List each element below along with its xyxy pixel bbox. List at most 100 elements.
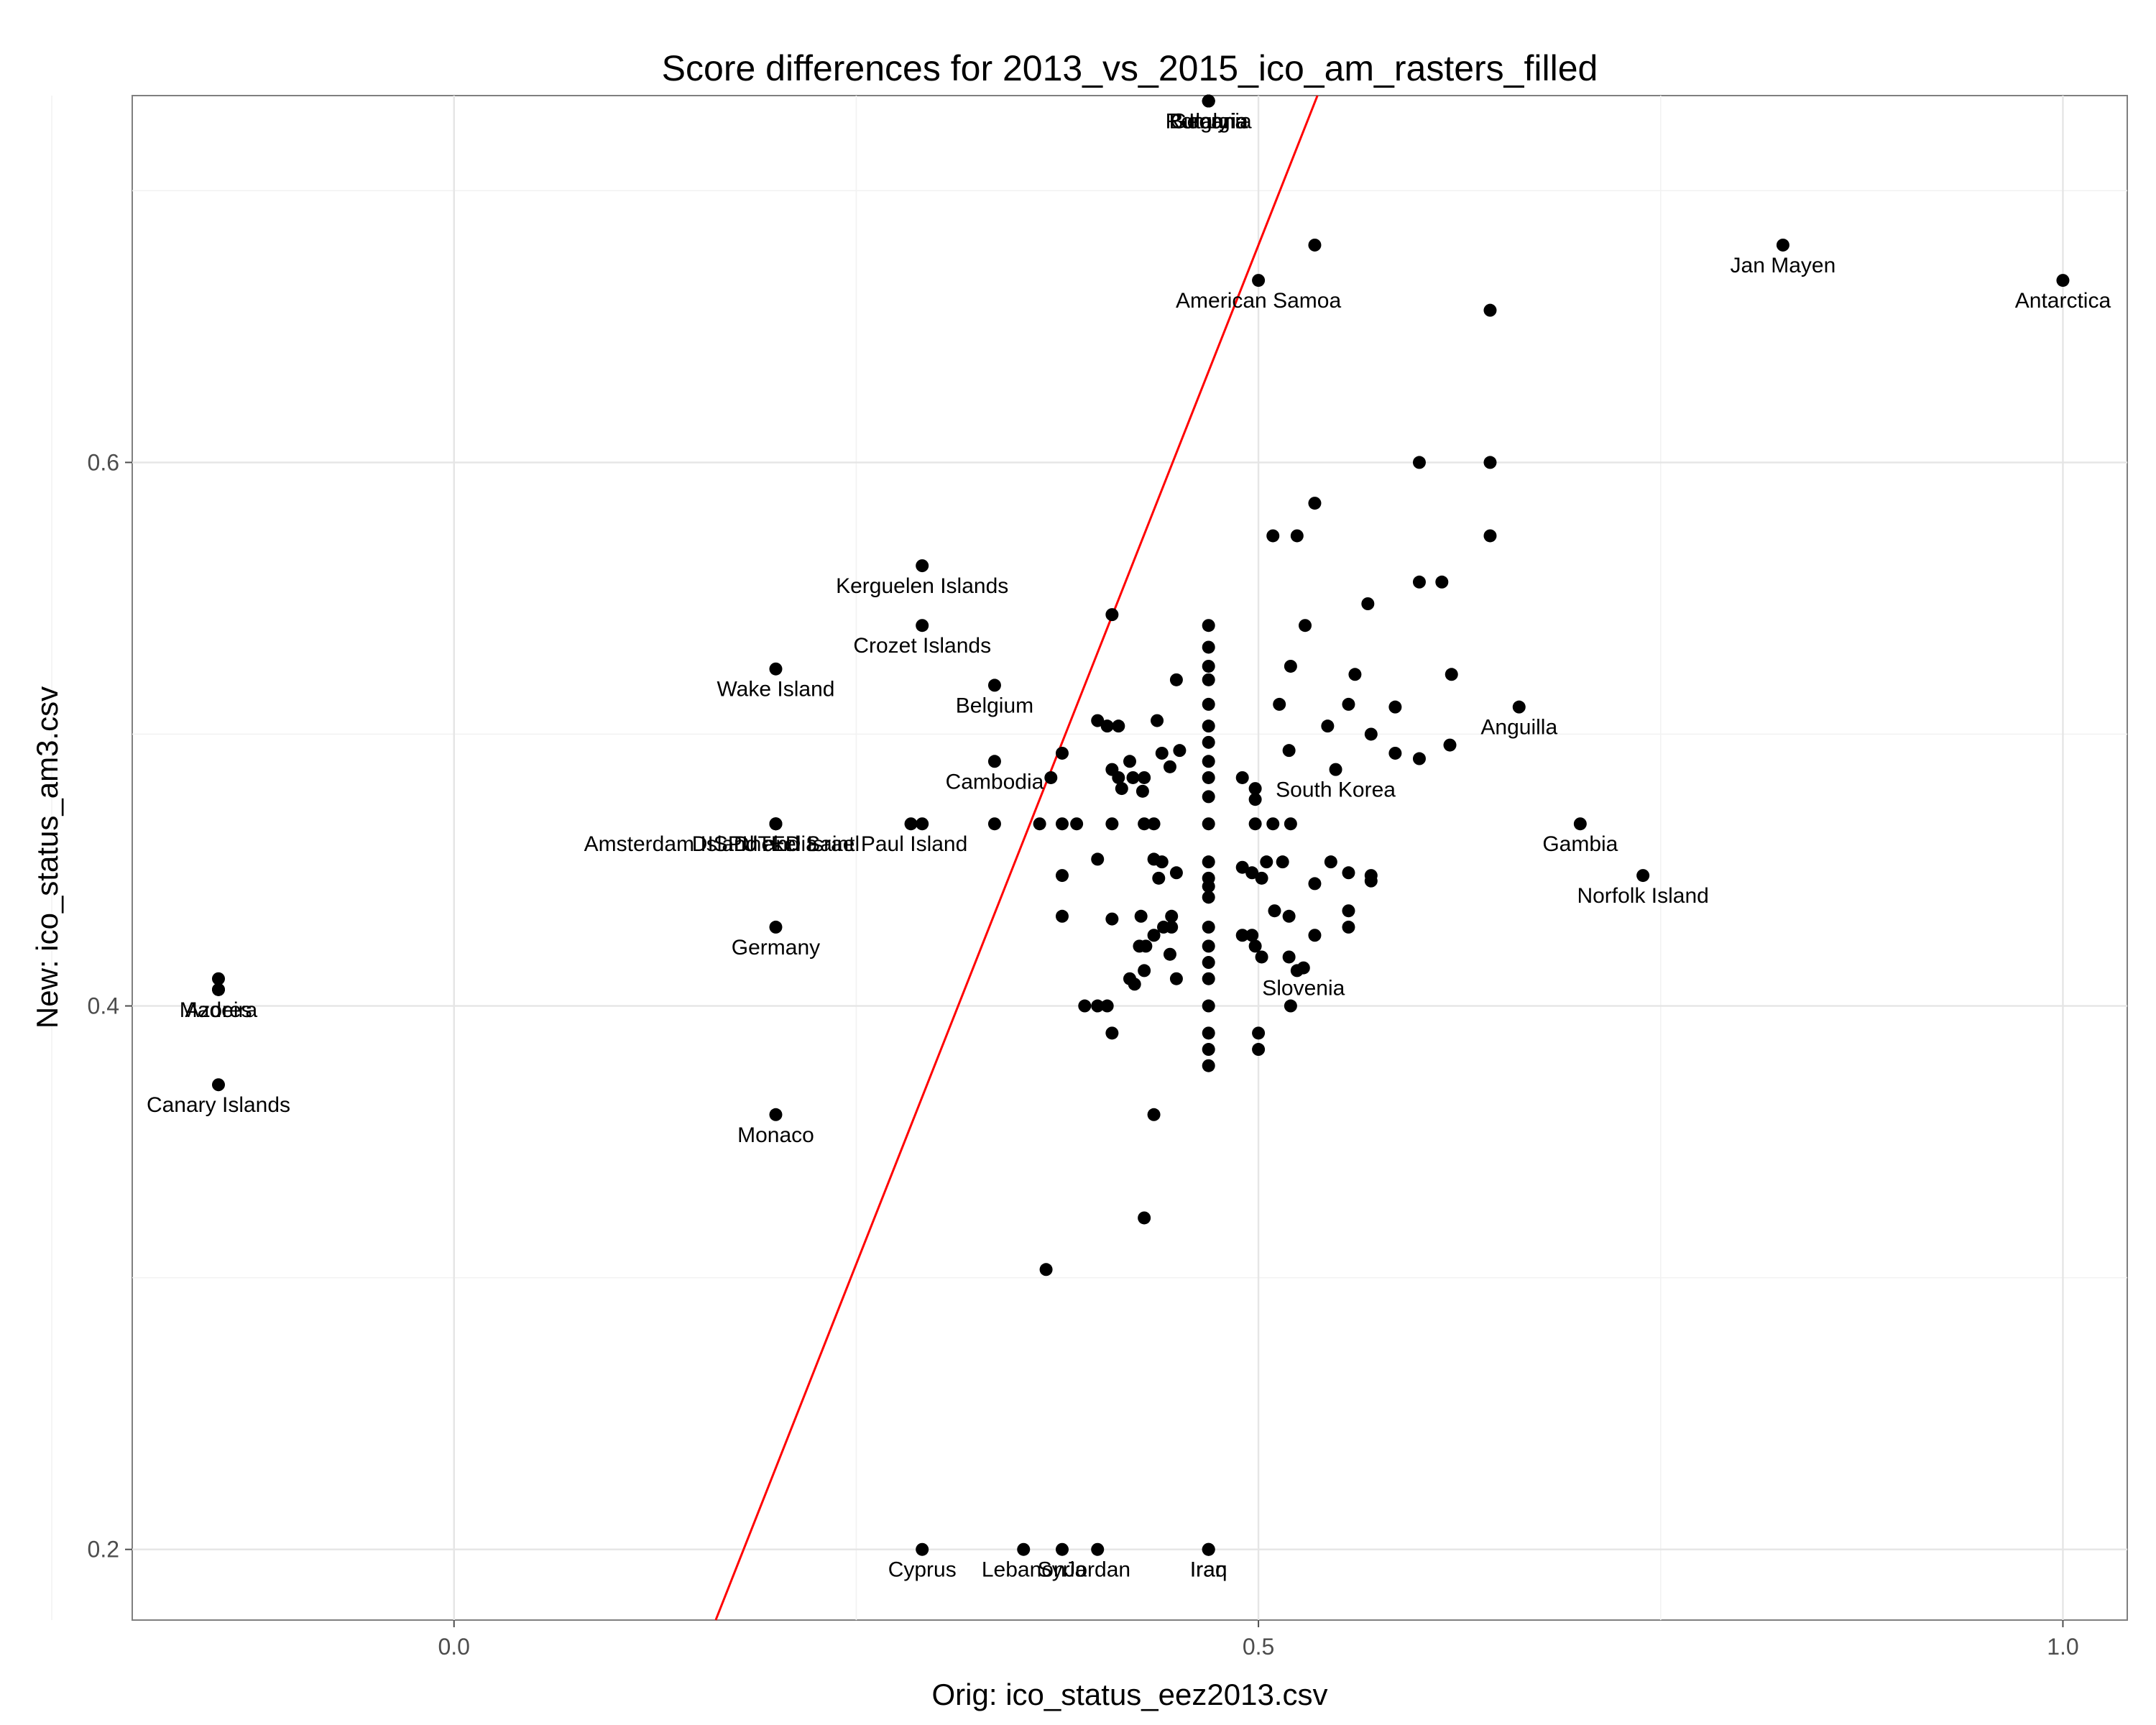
data-point bbox=[1364, 727, 1378, 741]
data-point bbox=[1445, 668, 1458, 681]
data-point bbox=[1115, 782, 1128, 796]
data-point bbox=[987, 678, 1001, 692]
data-point bbox=[1135, 784, 1149, 798]
point-label: Madeira bbox=[180, 998, 258, 1022]
data-point bbox=[1348, 668, 1362, 681]
data-point bbox=[1151, 714, 1164, 727]
data-point bbox=[987, 817, 1001, 831]
point-label: American Samoa bbox=[1176, 289, 1341, 313]
data-point bbox=[1342, 920, 1355, 934]
data-point bbox=[1055, 817, 1069, 831]
data-point bbox=[212, 983, 225, 996]
data-point bbox=[1112, 770, 1125, 784]
x-axis-title: Orig: ico_status_eez2013.csv bbox=[932, 1678, 1328, 1711]
data-point bbox=[1147, 1108, 1161, 1121]
data-point bbox=[1202, 939, 1215, 953]
data-point bbox=[1483, 303, 1497, 317]
data-point bbox=[1252, 274, 1266, 288]
data-point bbox=[1412, 456, 1426, 469]
data-point bbox=[1091, 999, 1105, 1013]
data-point bbox=[1105, 1026, 1119, 1040]
y-tick-label: 0.2 bbox=[88, 1537, 119, 1563]
data-point bbox=[212, 972, 225, 985]
data-point bbox=[1202, 972, 1215, 985]
data-point bbox=[1147, 817, 1161, 831]
data-point bbox=[1112, 719, 1125, 733]
data-point bbox=[1202, 855, 1215, 869]
point-label: Belgium bbox=[956, 694, 1033, 717]
data-point bbox=[1202, 891, 1215, 904]
data-point bbox=[916, 1542, 929, 1556]
data-point bbox=[1202, 719, 1215, 733]
data-point bbox=[769, 1108, 783, 1121]
data-point bbox=[1235, 929, 1249, 942]
data-point bbox=[2056, 274, 2070, 288]
data-point bbox=[1252, 1026, 1266, 1040]
data-point bbox=[1361, 597, 1375, 610]
data-point bbox=[1157, 920, 1171, 934]
point-label: Lebanon bbox=[982, 1558, 1066, 1582]
data-point bbox=[1299, 619, 1312, 632]
data-point bbox=[1324, 855, 1337, 869]
point-label: Georgia bbox=[1170, 110, 1247, 134]
data-point bbox=[1165, 909, 1179, 923]
data-point bbox=[1100, 999, 1114, 1013]
data-point bbox=[916, 559, 929, 573]
data-point bbox=[1202, 999, 1215, 1013]
data-point bbox=[1078, 999, 1092, 1013]
data-point bbox=[1202, 735, 1215, 749]
data-point bbox=[1483, 529, 1497, 543]
data-point bbox=[1282, 744, 1296, 758]
data-point bbox=[1308, 238, 1322, 252]
data-point bbox=[1284, 659, 1297, 673]
data-point bbox=[1202, 790, 1215, 804]
data-point bbox=[1202, 817, 1215, 831]
point-label: South Korea bbox=[1276, 778, 1396, 802]
data-point bbox=[1202, 956, 1215, 970]
data-point bbox=[1169, 866, 1183, 880]
data-point bbox=[1202, 659, 1215, 673]
data-point bbox=[1055, 1542, 1069, 1556]
point-label: Norfolk Island bbox=[1577, 884, 1708, 908]
data-point bbox=[1412, 575, 1426, 589]
data-point bbox=[1202, 755, 1215, 768]
data-point bbox=[1268, 904, 1281, 918]
data-point bbox=[212, 1078, 225, 1092]
x-tick-label: 1.0 bbox=[2047, 1634, 2078, 1660]
data-point bbox=[1017, 1542, 1031, 1556]
data-point bbox=[1512, 700, 1526, 714]
data-point bbox=[1483, 456, 1497, 469]
point-label: Amsterdam Island and Saint Paul Island bbox=[584, 832, 968, 856]
data-point bbox=[1128, 978, 1141, 991]
data-point bbox=[1202, 697, 1215, 711]
point-label: DISPUTED Israel bbox=[692, 832, 860, 856]
data-point bbox=[1364, 874, 1378, 888]
data-point bbox=[1282, 950, 1296, 964]
data-point bbox=[1235, 860, 1249, 874]
point-label: Jordan bbox=[1064, 1558, 1130, 1582]
data-point bbox=[1105, 608, 1119, 622]
point-label: Dhekelia bbox=[734, 832, 818, 856]
data-point bbox=[1260, 855, 1273, 869]
point-label: Bulgaria bbox=[1169, 110, 1248, 134]
data-point bbox=[769, 920, 783, 934]
y-tick-label: 0.6 bbox=[88, 449, 119, 475]
data-point bbox=[1138, 964, 1151, 978]
data-point bbox=[1248, 793, 1262, 806]
data-point bbox=[1284, 999, 1297, 1013]
data-point bbox=[1388, 700, 1402, 714]
x-tick-label: 0.0 bbox=[438, 1634, 469, 1660]
data-point bbox=[1308, 497, 1322, 510]
point-label: Iraq bbox=[1190, 1558, 1227, 1582]
data-point bbox=[769, 817, 783, 831]
point-label: Slovenia bbox=[1262, 977, 1345, 1000]
data-point bbox=[1776, 238, 1789, 252]
point-label: Gambia bbox=[1542, 832, 1618, 856]
data-point bbox=[1255, 871, 1268, 885]
data-point bbox=[1202, 619, 1215, 632]
data-point bbox=[1435, 575, 1449, 589]
data-point bbox=[1245, 929, 1259, 942]
data-point bbox=[916, 619, 929, 632]
y-axis-title: New: ico_status_am3.csv bbox=[30, 686, 64, 1029]
point-label: Romania bbox=[1166, 110, 1252, 134]
